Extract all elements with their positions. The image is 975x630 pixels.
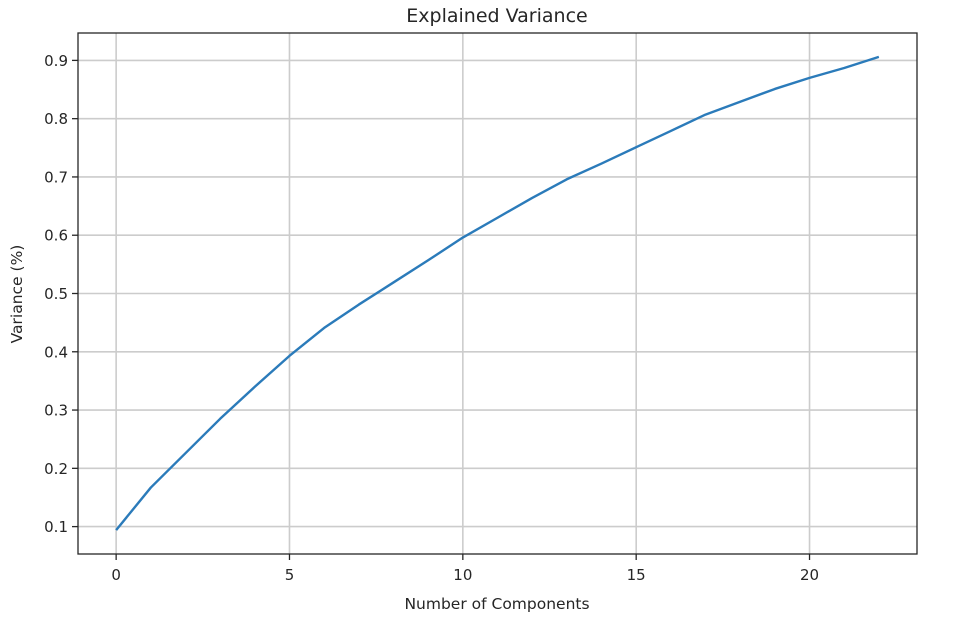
data-series [115, 55, 880, 531]
y-tick-label: 0.3 [44, 402, 68, 420]
x-tick-label: 0 [111, 566, 121, 584]
y-tick-label: 0.4 [44, 343, 68, 361]
y-tick-label: 0.5 [44, 285, 68, 303]
y-tick-label: 0.7 [44, 168, 68, 186]
x-axis-label: Number of Components [404, 595, 589, 613]
series-line [115, 55, 880, 531]
y-tick-label: 0.1 [44, 518, 68, 536]
y-tick-label: 0.8 [44, 110, 68, 128]
y-tick-label: 0.6 [44, 227, 68, 245]
y-axis-ticks: 0.1 0.2 0.3 0.4 0.5 0.6 0.7 0.8 0.9 [44, 52, 78, 536]
x-tick-label: 5 [285, 566, 295, 584]
x-tick-label: 20 [800, 566, 819, 584]
x-axis-ticks: 0 5 10 15 20 [111, 554, 819, 584]
y-axis-label: Variance (%) [8, 245, 26, 344]
x-tick-label: 15 [627, 566, 646, 584]
y-tick-label: 0.9 [44, 52, 68, 70]
x-tick-label: 10 [453, 566, 472, 584]
y-tick-label: 0.2 [44, 460, 68, 478]
chart-title: Explained Variance [406, 5, 587, 27]
grid-lines [78, 33, 917, 554]
